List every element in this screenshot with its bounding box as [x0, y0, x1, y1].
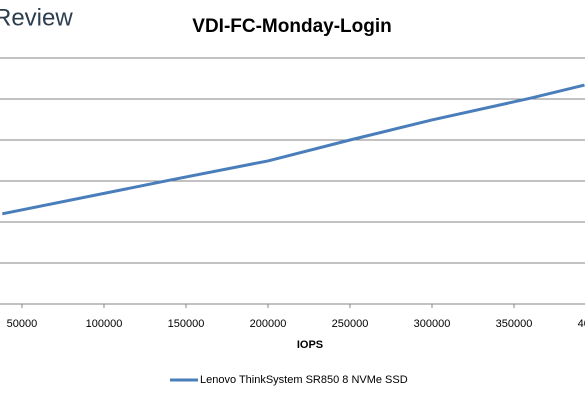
legend-label: Lenovo ThinkSystem SR850 8 NVMe SSD	[200, 374, 408, 386]
x-tick-label: 300000	[414, 318, 451, 330]
x-tick-label: 200000	[250, 318, 287, 330]
x-tick-label: 50000	[7, 318, 38, 330]
x-tick-label: 250000	[332, 318, 369, 330]
x-axis-label: IOPS	[297, 339, 323, 351]
data-line	[2, 83, 585, 216]
grid	[0, 57, 585, 305]
brand-logo: Review	[0, 4, 73, 31]
x-tick-label: 100000	[86, 318, 123, 330]
chart-title: VDI-FC-Monday-Login	[192, 16, 391, 37]
x-tick-label: 400000	[578, 318, 585, 330]
x-tick-label: 350000	[496, 318, 533, 330]
x-tick-label: 150000	[168, 318, 205, 330]
